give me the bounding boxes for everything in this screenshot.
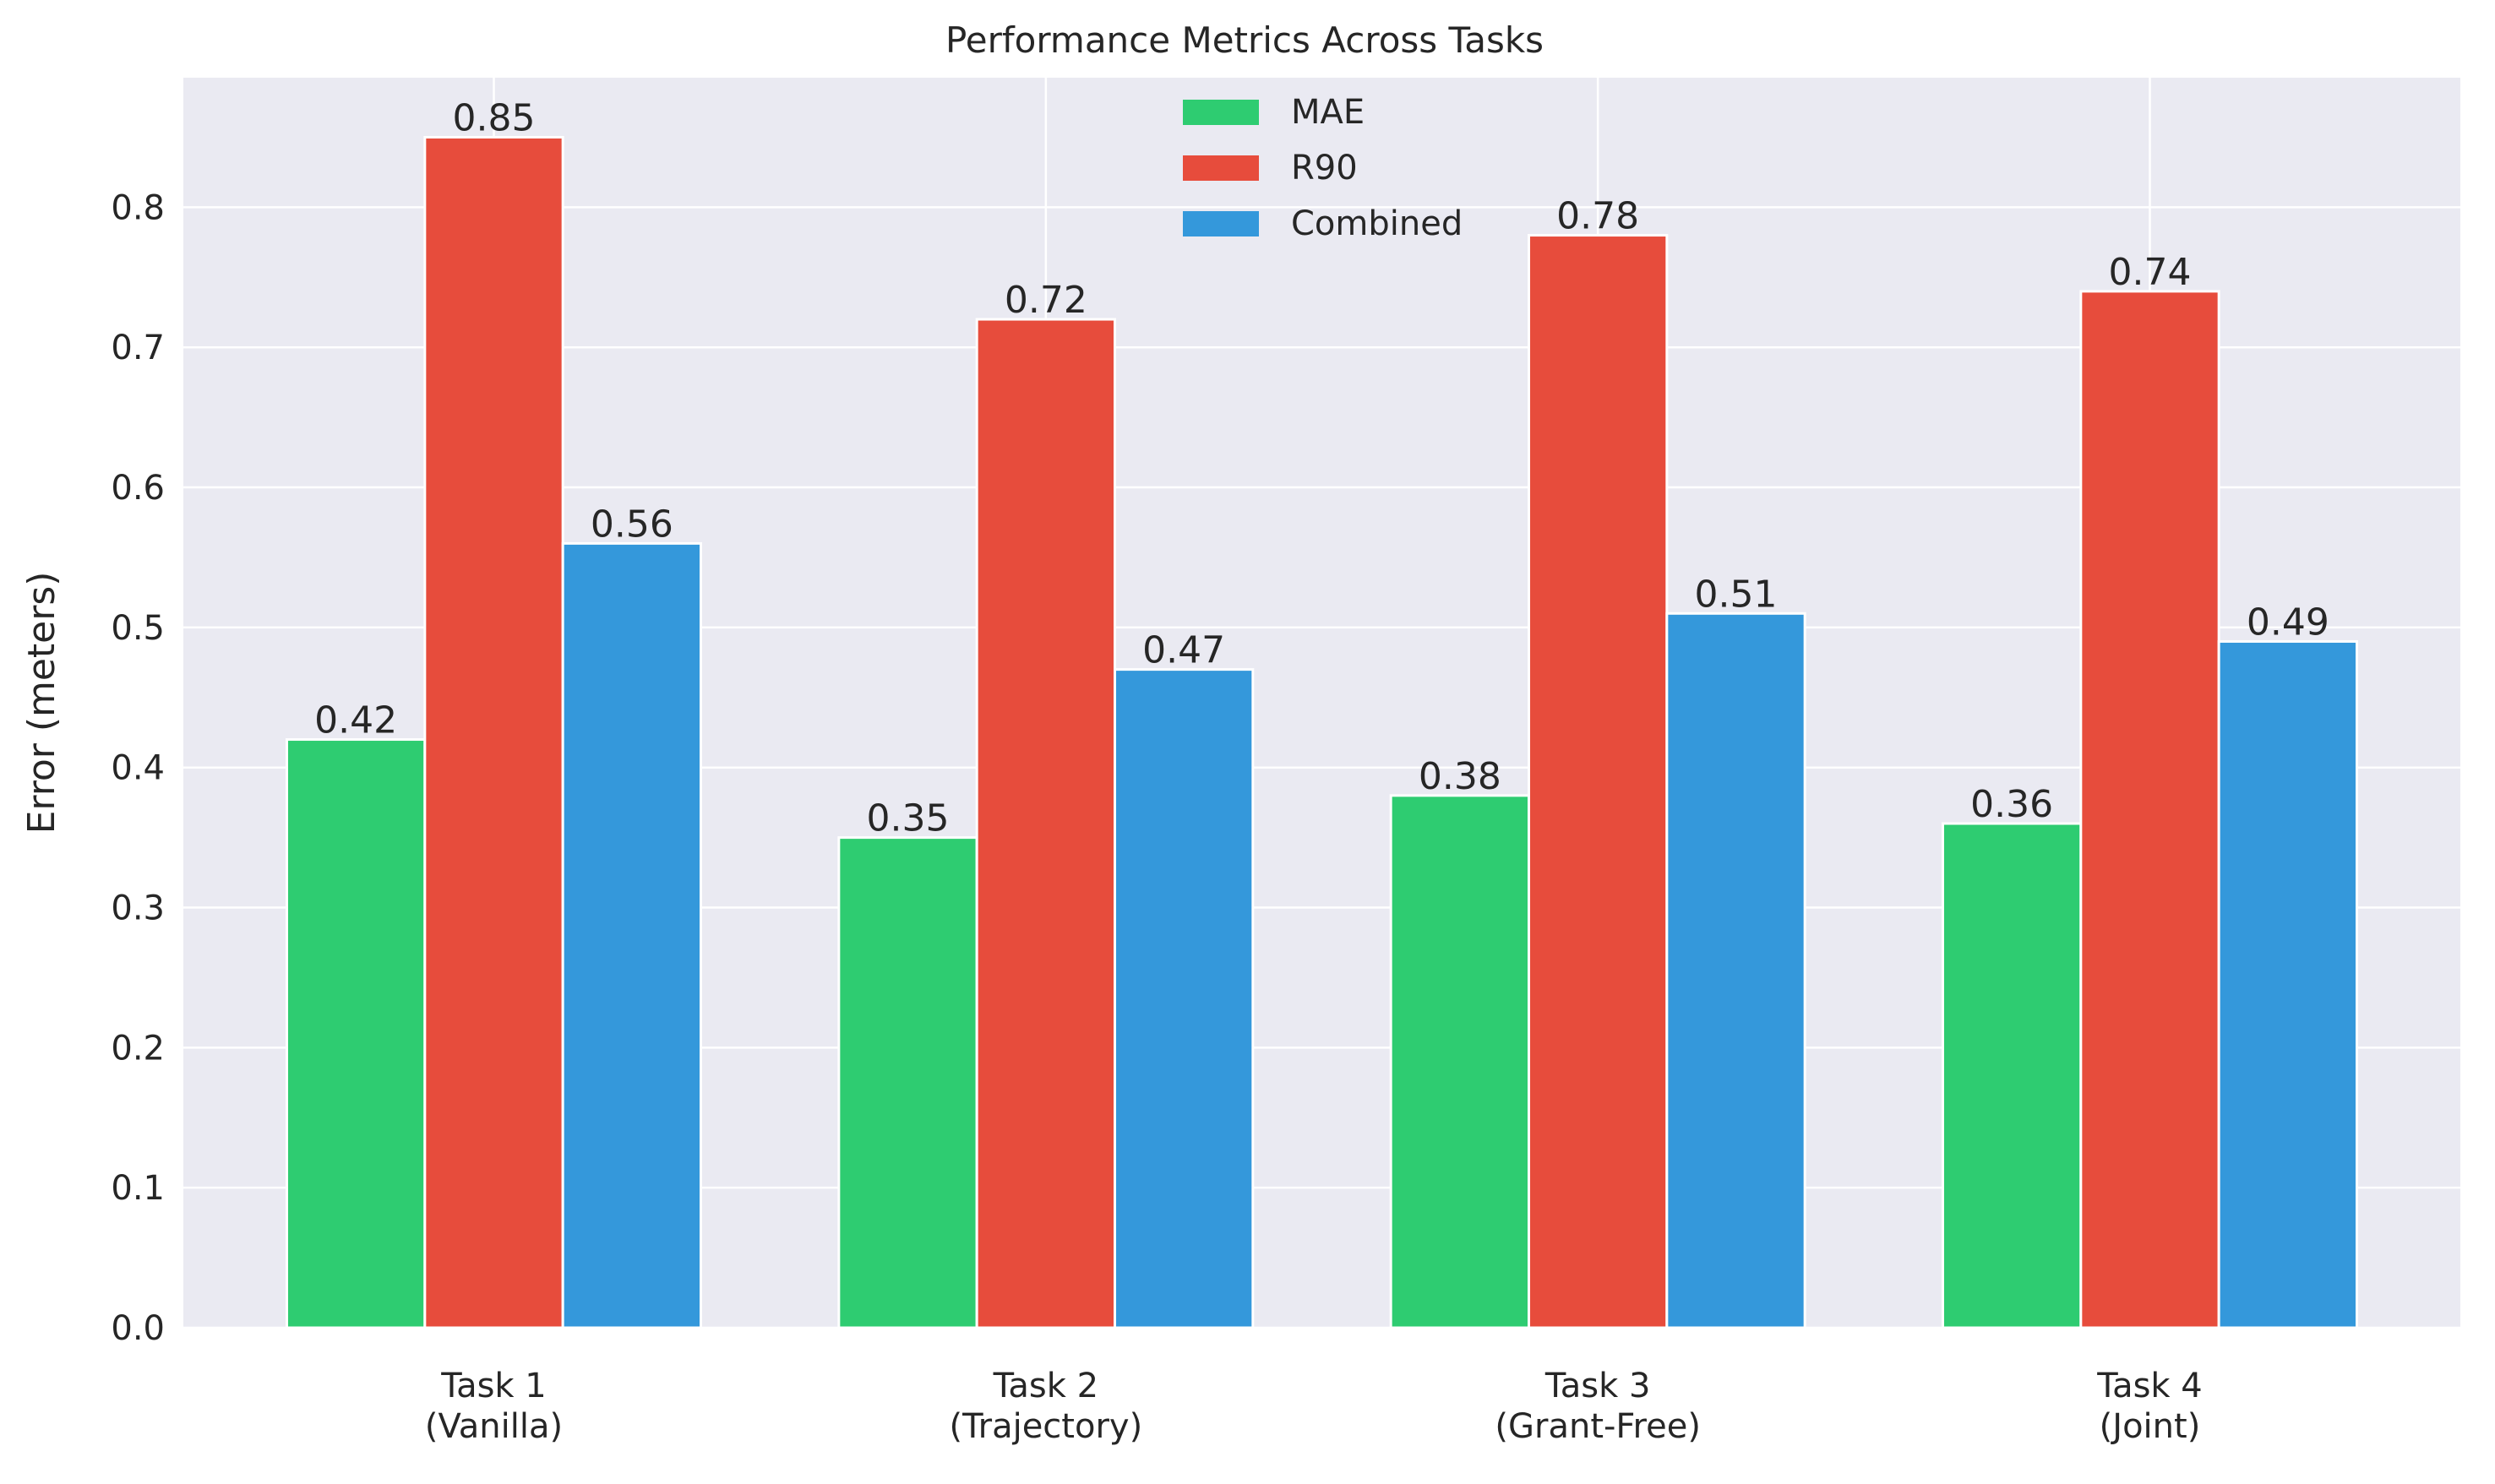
x-tick-label: Task 3 (Grant-Free) bbox=[1495, 1367, 1701, 1446]
bar-r90-3 bbox=[1528, 234, 1669, 1329]
bar-combined-4 bbox=[2217, 639, 2359, 1329]
legend-label-r90: R90 bbox=[1291, 149, 1358, 188]
y-tick-label: 0.3 bbox=[111, 889, 165, 928]
y-tick-label: 0.8 bbox=[111, 188, 165, 227]
x-tick-label: Task 2 (Trajectory) bbox=[949, 1367, 1142, 1446]
y-tick-label: 0.6 bbox=[111, 469, 165, 508]
bar-combined-2 bbox=[1114, 668, 1255, 1329]
bar-value-label: 0.42 bbox=[314, 699, 397, 742]
y-tick-label: 0.5 bbox=[111, 609, 165, 648]
bar-mae-4 bbox=[1942, 822, 2083, 1329]
bar-combined-3 bbox=[1665, 612, 1806, 1329]
bar-value-label: 0.72 bbox=[1005, 279, 1087, 322]
bar-value-labels: 0.42 0.35 0.38 0.36 0.85 0.72 0.78 0.74 0.56 0.47… bbox=[314, 96, 2329, 840]
bar-value-label: 0.38 bbox=[1419, 755, 1501, 798]
bar-value-label: 0.74 bbox=[2109, 251, 2192, 294]
y-tick-label: 0.7 bbox=[111, 329, 165, 367]
bar-value-label: 0.47 bbox=[1142, 629, 1225, 672]
bar-combined-1 bbox=[561, 541, 703, 1329]
legend-swatch-mae bbox=[1183, 100, 1259, 125]
bar-value-label: 0.36 bbox=[1970, 783, 2053, 826]
bar-value-label: 0.51 bbox=[1695, 573, 1778, 616]
bar-mae-2 bbox=[837, 836, 978, 1329]
bar-r90-4 bbox=[2079, 290, 2220, 1329]
chart-title: Performance Metrics Across Tasks bbox=[945, 19, 1544, 61]
bar-value-label: 0.78 bbox=[1556, 195, 1639, 238]
bar-value-label: 0.56 bbox=[591, 503, 673, 546]
bar-r90-1 bbox=[423, 135, 564, 1329]
legend-label-combined: Combined bbox=[1291, 204, 1463, 243]
x-tick-label: Task 4 (Joint) bbox=[2096, 1367, 2203, 1446]
legend-swatch-r90 bbox=[1183, 155, 1259, 181]
legend-swatch-combined bbox=[1183, 211, 1259, 236]
legend-label-mae: MAE bbox=[1291, 93, 1365, 132]
y-axis-ticks: 0.0 0.1 0.2 0.3 0.4 0.5 0.6 0.7 0.8 bbox=[111, 188, 165, 1348]
y-tick-label: 0.1 bbox=[111, 1169, 165, 1208]
bar-r90-2 bbox=[975, 318, 1116, 1329]
bar-value-label: 0.35 bbox=[867, 797, 950, 840]
bar-value-label: 0.85 bbox=[453, 96, 536, 139]
bar-value-label: 0.49 bbox=[2247, 601, 2329, 644]
y-tick-label: 0.0 bbox=[111, 1309, 165, 1348]
x-tick-label: Task 1 (Vanilla) bbox=[425, 1367, 563, 1446]
bar-mae-3 bbox=[1389, 794, 1530, 1329]
legend: MAE R90 Combined bbox=[1183, 93, 1463, 243]
x-axis-ticks: Task 1 (Vanilla) Task 2 (Trajectory) Task 3(… bbox=[425, 1367, 2203, 1446]
bars bbox=[286, 135, 2359, 1329]
y-tick-label: 0.4 bbox=[111, 749, 165, 788]
bar-mae-1 bbox=[286, 738, 427, 1329]
y-tick-label: 0.2 bbox=[111, 1029, 165, 1068]
y-axis-label: Error (meters) bbox=[20, 572, 63, 834]
